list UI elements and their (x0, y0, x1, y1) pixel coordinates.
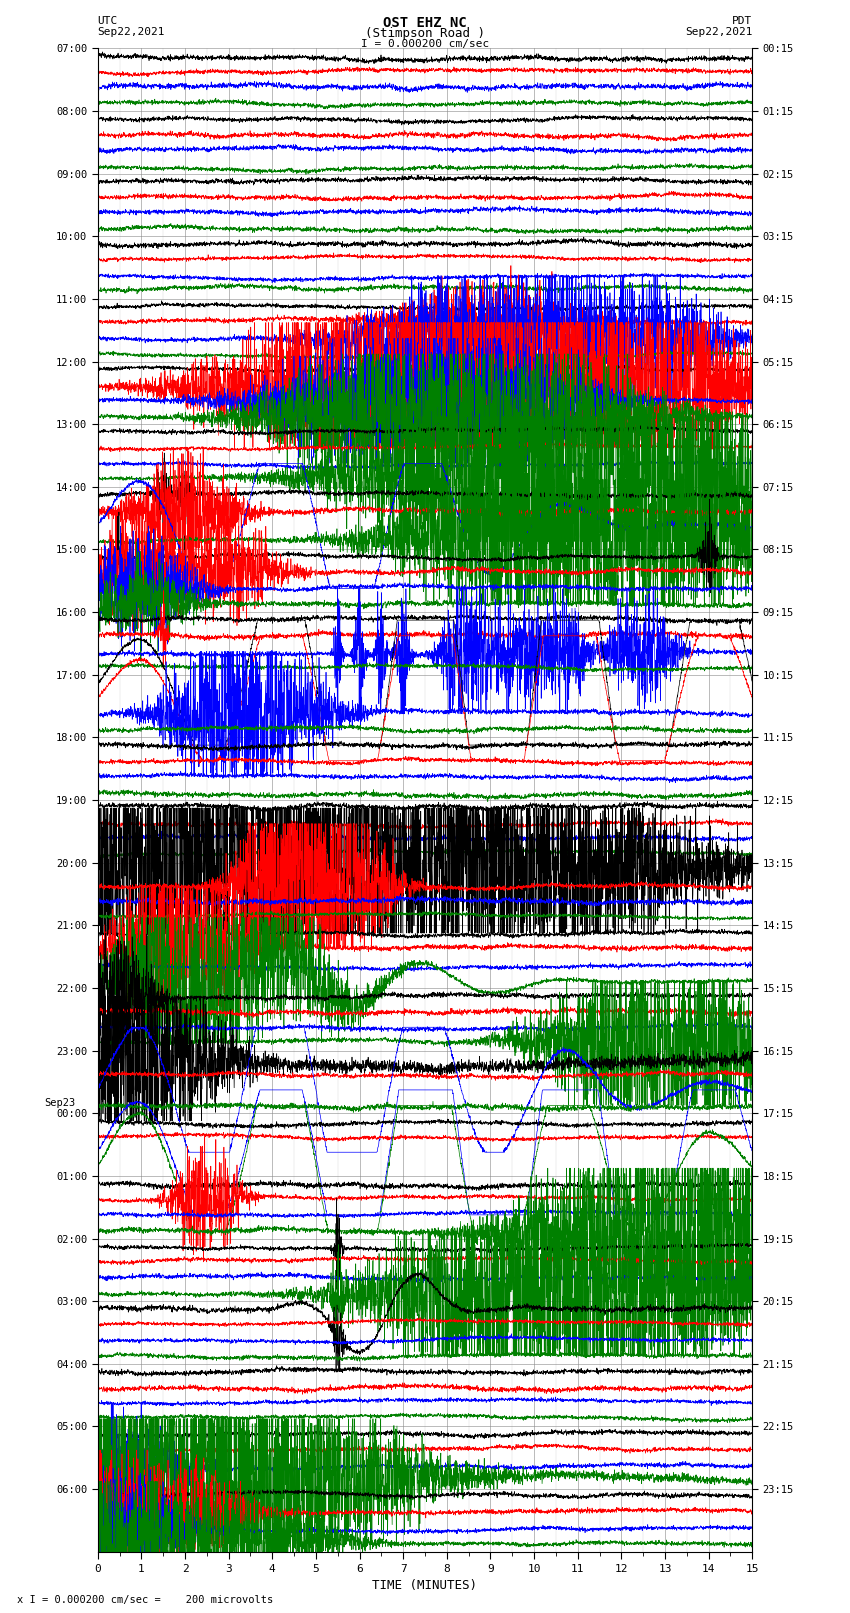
X-axis label: TIME (MINUTES): TIME (MINUTES) (372, 1579, 478, 1592)
Text: OST EHZ NC: OST EHZ NC (383, 16, 467, 31)
Text: I = 0.000200 cm/sec: I = 0.000200 cm/sec (361, 39, 489, 48)
Text: PDT: PDT (732, 16, 752, 26)
Text: Sep22,2021: Sep22,2021 (685, 27, 752, 37)
Text: x I = 0.000200 cm/sec =    200 microvolts: x I = 0.000200 cm/sec = 200 microvolts (17, 1595, 273, 1605)
Text: Sep23: Sep23 (45, 1098, 76, 1108)
Text: UTC: UTC (98, 16, 118, 26)
Text: (Stimpson Road ): (Stimpson Road ) (365, 27, 485, 40)
Text: Sep22,2021: Sep22,2021 (98, 27, 165, 37)
